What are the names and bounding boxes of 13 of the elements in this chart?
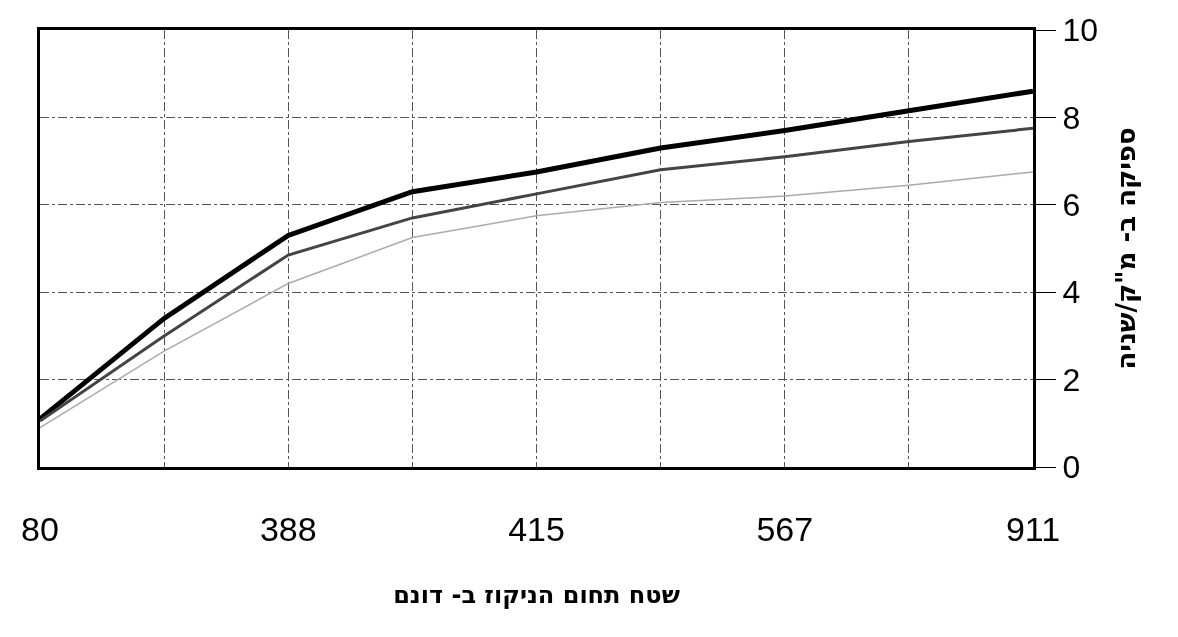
y-axis-title: ספיקה ב- מ"ק/שניה <box>1110 127 1141 370</box>
x-tick-label: 415 <box>508 509 565 548</box>
y-tick-label: 10 <box>1062 12 1098 49</box>
y-tick-label: 8 <box>1062 99 1081 136</box>
x-axis-title: שטח תחום הניקוז ב- דונם <box>393 581 680 610</box>
y-tick-label: 6 <box>1062 187 1081 223</box>
y-tick-label: 2 <box>1062 361 1081 398</box>
y-tick-label: 0 <box>1062 449 1081 486</box>
x-tick-label: 80 <box>21 509 59 548</box>
x-tick-label: 567 <box>756 509 814 548</box>
x-tick-label: 911 <box>1005 509 1061 548</box>
y-tick-label: 4 <box>1062 274 1081 311</box>
x-tick-label: 388 <box>259 509 317 548</box>
